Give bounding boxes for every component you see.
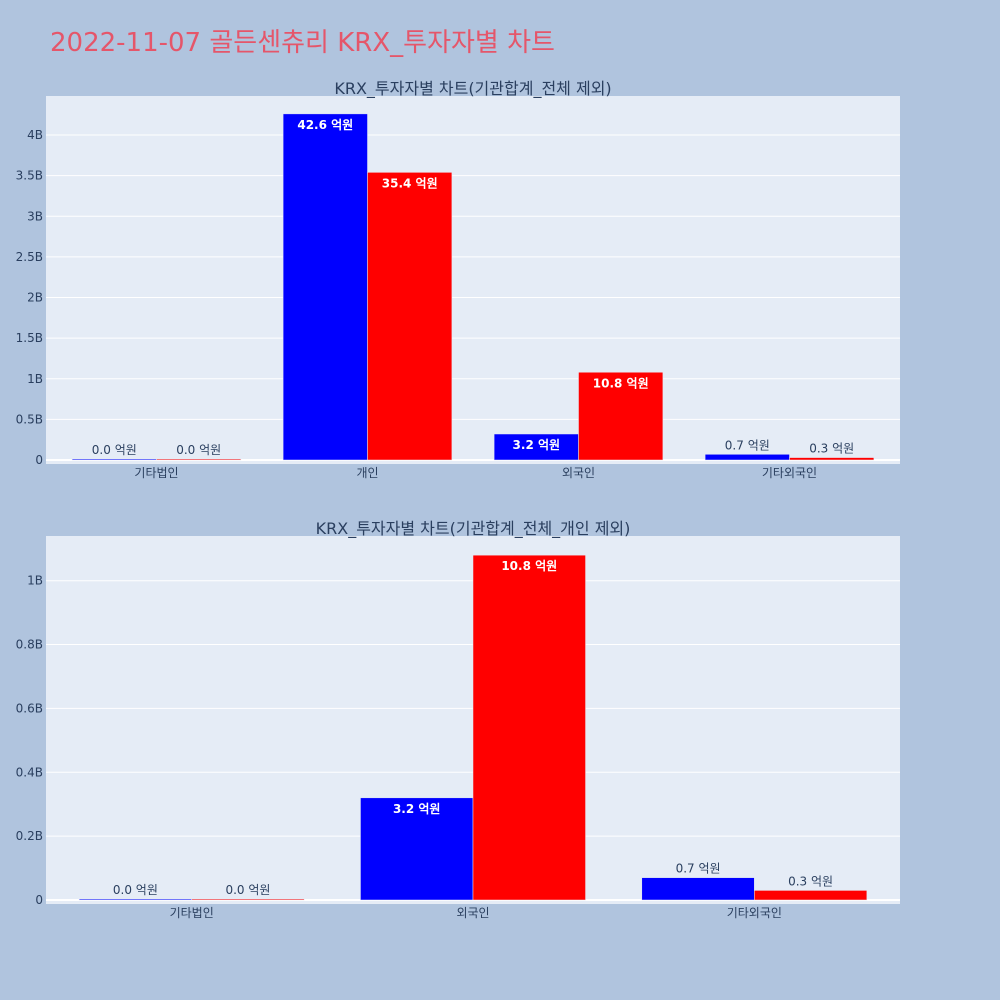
bar-buy: [282, 113, 368, 461]
y-tick-label: 3B: [27, 209, 43, 223]
bar-data-label: 0.0 억원: [225, 883, 270, 897]
bar-buy: [360, 797, 474, 901]
x-tick-label: 기타외국인: [727, 906, 782, 920]
y-tick-label: 2B: [27, 291, 43, 305]
y-tick-label: 0: [35, 893, 43, 907]
bar-sell: [789, 457, 875, 461]
bar-sell: [472, 554, 586, 901]
bar-buy: [493, 433, 579, 461]
y-tick-label: 0.5B: [16, 412, 43, 426]
bar-data-label: 0.3 억원: [809, 442, 854, 456]
x-tick-label: 기타외국인: [762, 466, 817, 480]
bar-data-label: 0.3 억원: [788, 874, 833, 888]
bar-data-label: 42.6 억원: [297, 118, 353, 132]
bar-sell: [367, 172, 453, 461]
bar-sell: [191, 898, 305, 901]
bar-data-label: 0.0 억원: [92, 443, 137, 457]
bar-data-label: 3.2 억원: [513, 438, 561, 452]
x-tick-label: 기타법인: [134, 466, 178, 480]
y-tick-label: 1B: [27, 372, 43, 386]
bar-data-label: 10.8 억원: [593, 376, 649, 390]
bar-sell: [754, 890, 868, 901]
y-tick-label: 0.6B: [16, 701, 43, 715]
x-tick-label: 개인: [356, 466, 378, 480]
y-tick-label: 1B: [27, 574, 43, 588]
bar-data-label: 0.7 억원: [676, 862, 721, 876]
x-tick-label: 외국인: [562, 466, 595, 480]
plot-area: [46, 96, 900, 464]
y-tick-label: 0.4B: [16, 765, 43, 779]
bar-buy: [641, 877, 755, 901]
bar-buy: [704, 454, 790, 461]
chart-title: KRX_투자자별 차트(기관합계_전체 제외): [334, 79, 611, 99]
chart-title: KRX_투자자별 차트(기관합계_전체_개인 제외): [316, 519, 631, 539]
chart-panel-1: KRX_투자자별 차트(기관합계_전체 제외) 0 0.5B 1B 1.5B 2B 2.5B…: [16, 79, 900, 480]
y-tick-label: 1.5B: [16, 331, 43, 345]
x-tick-label: 기타법인: [170, 906, 214, 920]
chart-panel-2: KRX_투자자별 차트(기관합계_전체_개인 제외) 0 0.2B 0.4B 0.6B 0…: [16, 519, 900, 920]
bar-data-label: 35.4 억원: [382, 176, 438, 190]
y-tick-label: 4B: [27, 128, 43, 142]
bar-buy: [78, 898, 192, 901]
bar-data-label: 0.0 억원: [176, 443, 221, 457]
y-tick-label: 0: [35, 453, 43, 467]
page-title: 2022-11-07 골든센츄리 KRX_투자자별 차트: [50, 28, 555, 58]
bar-data-label: 0.0 억원: [113, 883, 158, 897]
bar-sell: [156, 458, 242, 461]
bar-sell: [578, 372, 664, 461]
y-tick-label: 0.8B: [16, 638, 43, 652]
y-tick-label: 2.5B: [16, 250, 43, 264]
x-tick-label: 외국인: [456, 906, 489, 920]
bar-data-label: 3.2 억원: [393, 802, 441, 816]
y-tick-label: 3.5B: [16, 169, 43, 183]
y-tick-label: 0.2B: [16, 829, 43, 843]
bar-data-label: 0.7 억원: [725, 438, 770, 452]
bar-data-label: 10.8 억원: [501, 559, 557, 573]
bar-buy: [71, 458, 157, 461]
